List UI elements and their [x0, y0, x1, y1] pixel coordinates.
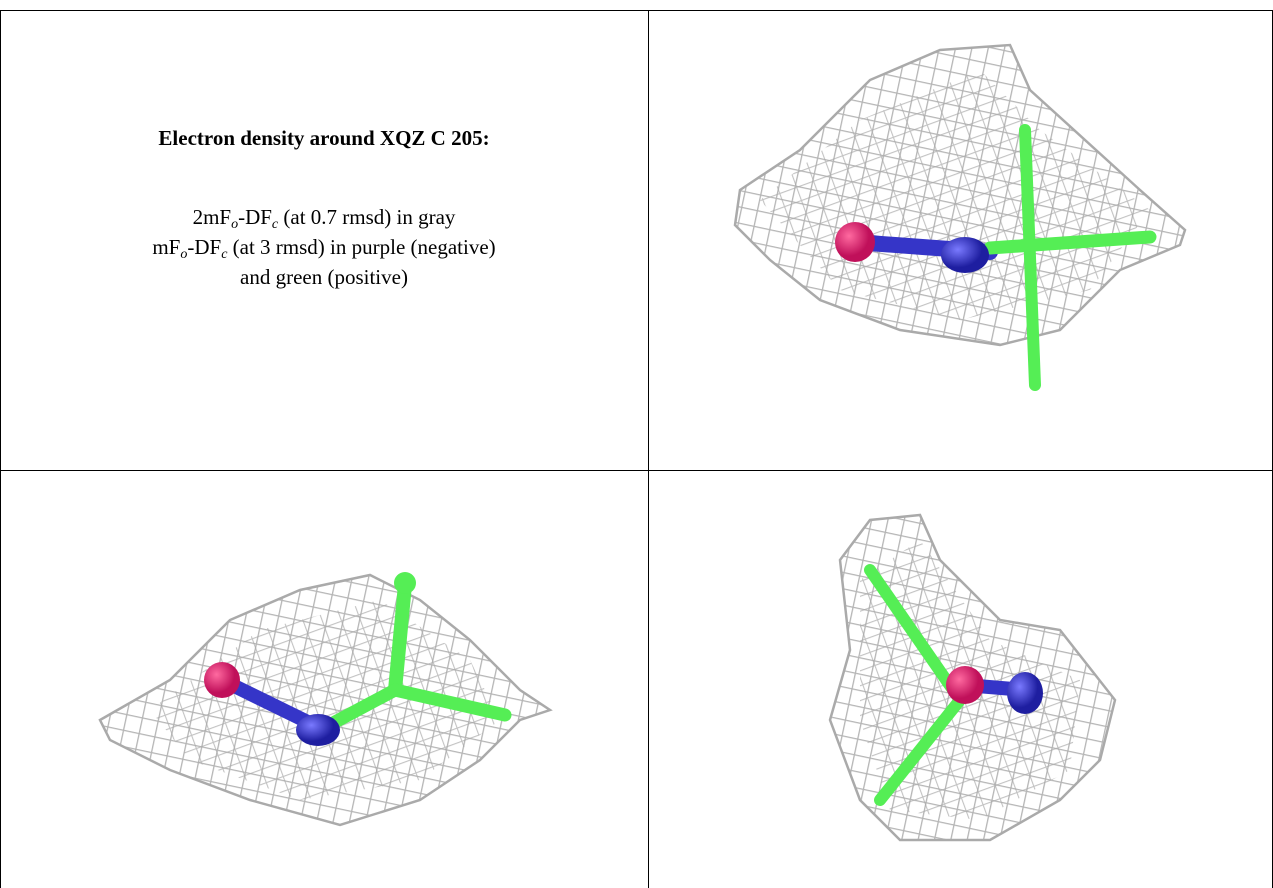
density-render-2	[100, 572, 550, 825]
density-render-1	[735, 45, 1185, 385]
text: (at 0.7 rmsd) in gray	[278, 205, 455, 229]
caption-title: Electron density around XQZ C 205:	[0, 126, 648, 151]
text: 2mF	[193, 205, 232, 229]
text: -DF	[187, 235, 221, 259]
text: (at 3 rmsd) in purple (negative)	[227, 235, 495, 259]
caption-line: and green (positive)	[0, 265, 648, 290]
caption-line: mFo-DFc (at 3 rmsd) in purple (negative)	[0, 235, 648, 263]
text: -DF	[238, 205, 272, 229]
density-render-3	[830, 515, 1115, 840]
figure-page: Electron density around XQZ C 205: 2mFo-…	[0, 0, 1273, 888]
text: mF	[152, 235, 180, 259]
caption-line: 2mFo-DFc (at 0.7 rmsd) in gray	[0, 205, 648, 233]
